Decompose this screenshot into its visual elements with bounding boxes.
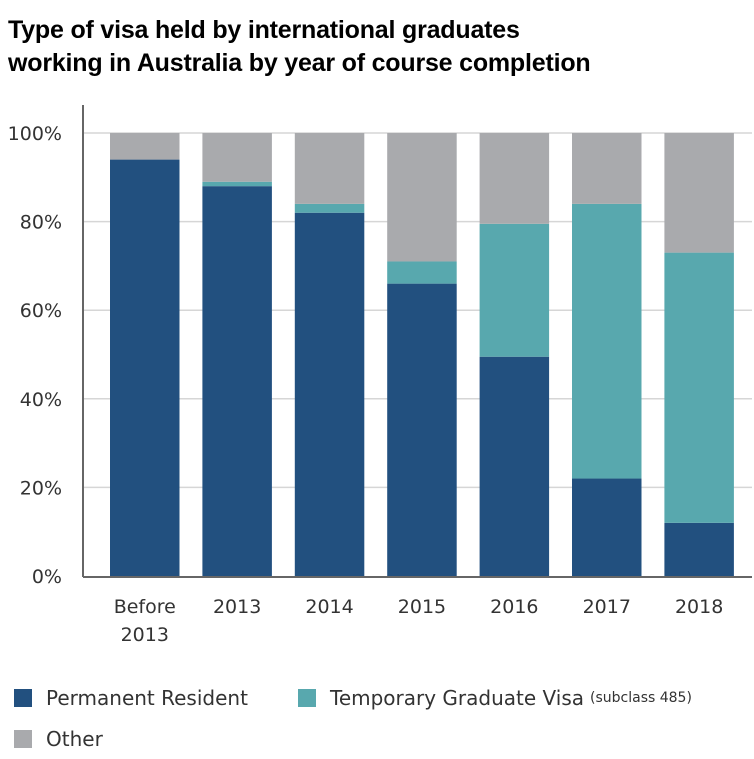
chart-title-line-2: working in Australia by year of course c… (8, 49, 591, 77)
legend-label-suffix: (subclass 485) (590, 690, 692, 706)
bar-segment-other (664, 133, 734, 253)
bar-segment-temporary-graduate-visa (387, 261, 457, 284)
bar-segment-temporary-graduate-visa (572, 203, 642, 479)
legend-label: Temporary Graduate Visa (330, 686, 585, 710)
y-tick-label: 40% (20, 389, 62, 411)
chart-title-line-1: Type of visa held by international gradu… (8, 16, 520, 44)
legend-item-temporary-graduate-visa: Temporary Graduate Visa (subclass 485) (298, 686, 692, 710)
legend-item-permanent-resident: Permanent Resident (14, 686, 248, 710)
legend-swatch-permanent-resident (14, 689, 32, 707)
bar-segment-permanent-resident (479, 356, 550, 576)
bar-segment-other (479, 133, 550, 224)
x-tick-label: 2016 (490, 596, 538, 618)
y-tick-label: 100% (8, 123, 62, 145)
chart-title: Type of visa held by international gradu… (8, 14, 591, 80)
legend-label: Permanent Resident (46, 686, 248, 710)
bar-segment-permanent-resident (202, 186, 272, 576)
bar-segment-permanent-resident (387, 283, 457, 576)
x-tick-label: 2015 (398, 596, 446, 618)
bar-segment-other (387, 133, 457, 262)
bar-segment-other (202, 133, 272, 182)
legend-label: Other (46, 727, 103, 751)
x-tick-label: 2013 (213, 596, 261, 618)
bar-segment-permanent-resident (664, 522, 734, 576)
x-tick-label: 2018 (675, 596, 723, 618)
stacked-bar-chart: 0% 20% 40% 60% 80% 100% Before 2013 2013 2014 2015… (8, 105, 752, 646)
x-tick-label: 2013 (121, 624, 169, 646)
bar-segment-other (294, 133, 365, 204)
legend-swatch-temporary-graduate-visa (298, 689, 316, 707)
legend-item-other: Other (14, 727, 103, 751)
bar-segment-permanent-resident (294, 212, 365, 577)
bar-segment-temporary-graduate-visa (479, 223, 550, 357)
bar-segment-temporary-graduate-visa (294, 203, 365, 213)
legend-swatch-other (14, 730, 32, 748)
x-tick-label: 2017 (583, 596, 631, 618)
y-tick-label: 60% (20, 300, 62, 322)
bar-segment-other (572, 133, 642, 204)
bar-segment-other (110, 133, 180, 160)
bar-segment-temporary-graduate-visa (202, 181, 272, 187)
y-tick-label: 80% (20, 212, 62, 234)
bar-segment-permanent-resident (110, 159, 180, 576)
x-tick-label: 2014 (305, 596, 353, 618)
y-tick-label: 0% (32, 566, 62, 588)
y-tick-label: 20% (20, 477, 62, 499)
bar-segment-temporary-graduate-visa (664, 252, 734, 523)
x-tick-label: Before (114, 596, 176, 618)
bar-segment-permanent-resident (572, 478, 642, 576)
